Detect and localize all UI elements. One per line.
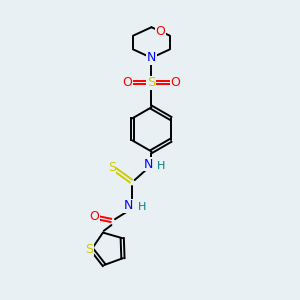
- Text: N: N: [147, 51, 156, 64]
- Text: S: S: [147, 76, 156, 89]
- Text: H: H: [138, 202, 146, 212]
- Text: O: O: [122, 76, 132, 89]
- Text: N: N: [143, 158, 153, 171]
- Text: S: S: [85, 243, 93, 256]
- Text: N: N: [124, 200, 134, 212]
- Text: O: O: [89, 210, 99, 223]
- Text: S: S: [108, 160, 116, 174]
- Text: O: O: [156, 25, 166, 38]
- Text: H: H: [157, 160, 165, 171]
- Text: O: O: [171, 76, 181, 89]
